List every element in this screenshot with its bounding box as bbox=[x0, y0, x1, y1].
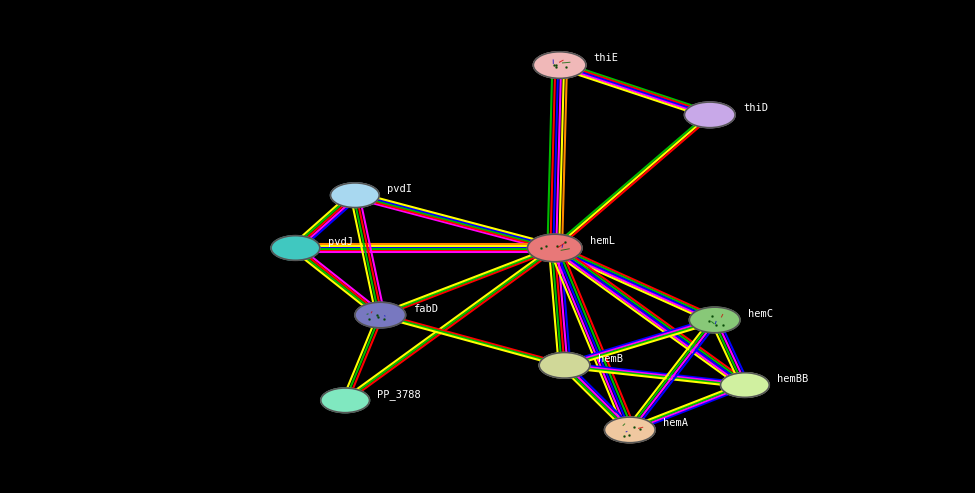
Text: fabD: fabD bbox=[413, 304, 439, 314]
Text: pvdJ: pvdJ bbox=[328, 237, 353, 247]
Circle shape bbox=[604, 417, 655, 443]
Circle shape bbox=[539, 352, 590, 378]
Circle shape bbox=[331, 183, 379, 208]
Text: hemBB: hemBB bbox=[777, 374, 808, 384]
Text: hemA: hemA bbox=[663, 419, 688, 428]
Circle shape bbox=[527, 234, 582, 262]
Circle shape bbox=[533, 52, 586, 78]
Circle shape bbox=[689, 307, 740, 333]
Circle shape bbox=[271, 236, 320, 260]
Text: hemB: hemB bbox=[598, 354, 623, 364]
Text: thiE: thiE bbox=[594, 53, 619, 64]
Circle shape bbox=[721, 373, 769, 397]
Text: pvdI: pvdI bbox=[387, 184, 412, 194]
Text: hemL: hemL bbox=[590, 236, 615, 246]
Circle shape bbox=[321, 388, 370, 413]
Circle shape bbox=[684, 102, 735, 128]
Text: hemC: hemC bbox=[748, 309, 773, 318]
Text: PP_3788: PP_3788 bbox=[377, 388, 421, 400]
Text: thiD: thiD bbox=[743, 104, 768, 113]
Circle shape bbox=[355, 302, 406, 328]
